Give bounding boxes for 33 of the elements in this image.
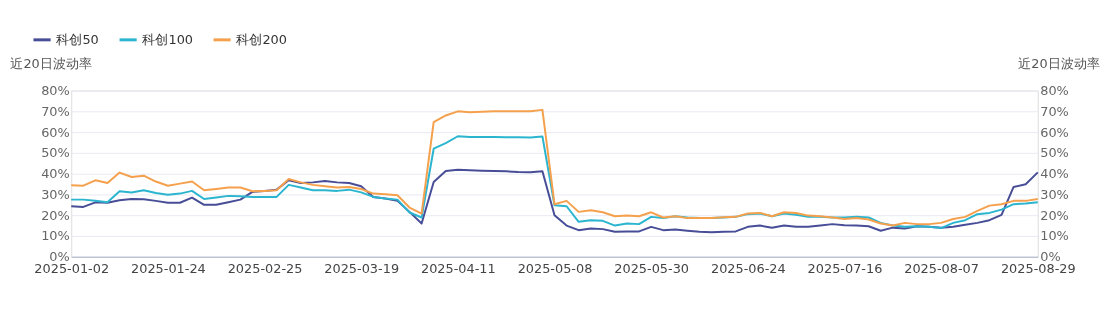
line-series (70, 108, 1039, 227)
y-tick-label: 70% (41, 103, 70, 119)
line-series (70, 168, 1039, 234)
y2-tick-label: 60% (1040, 124, 1069, 140)
y2-tick-label: 20% (1040, 207, 1069, 223)
x-tick-label: 2025-03-19 (324, 261, 400, 277)
x-tick-label: 2025-04-11 (420, 261, 496, 277)
line-series (70, 135, 1039, 230)
y-tick-label: 50% (41, 145, 70, 161)
x-tick-label: 2025-05-08 (517, 261, 593, 277)
x-tick-label: 2025-02-25 (227, 261, 303, 277)
x-tick-label: 2025-06-24 (710, 261, 786, 277)
y-tick-label: 80% (41, 83, 70, 98)
y2-axis-title: 近20日波动率 (1018, 56, 1100, 72)
y-tick-label: 60% (41, 124, 70, 140)
y-axis-title: 近20日波动率 (10, 56, 92, 72)
x-tick-label: 2025-08-07 (904, 261, 979, 277)
x-tick-label: 2025-07-16 (807, 261, 883, 277)
y-tick-label: 10% (41, 228, 70, 244)
legend-label: 科创50 (56, 31, 99, 47)
x-tick-label: 2025-01-24 (131, 261, 206, 277)
y-tick-label: 40% (41, 166, 70, 182)
legend-label: 科创200 (236, 31, 287, 47)
y2-tick-label: 70% (1040, 103, 1069, 119)
y2-tick-label: 80% (1040, 83, 1069, 98)
y2-tick-label: 50% (1040, 145, 1069, 161)
y-tick-label: 30% (41, 186, 70, 202)
y-tick-label: 20% (41, 207, 70, 223)
y2-tick-label: 40% (1040, 166, 1069, 182)
x-tick-label: 2025-05-30 (614, 261, 690, 277)
y2-tick-label: 10% (1040, 228, 1069, 244)
y2-tick-label: 30% (1040, 186, 1069, 202)
legend-label: 科创100 (142, 31, 194, 47)
